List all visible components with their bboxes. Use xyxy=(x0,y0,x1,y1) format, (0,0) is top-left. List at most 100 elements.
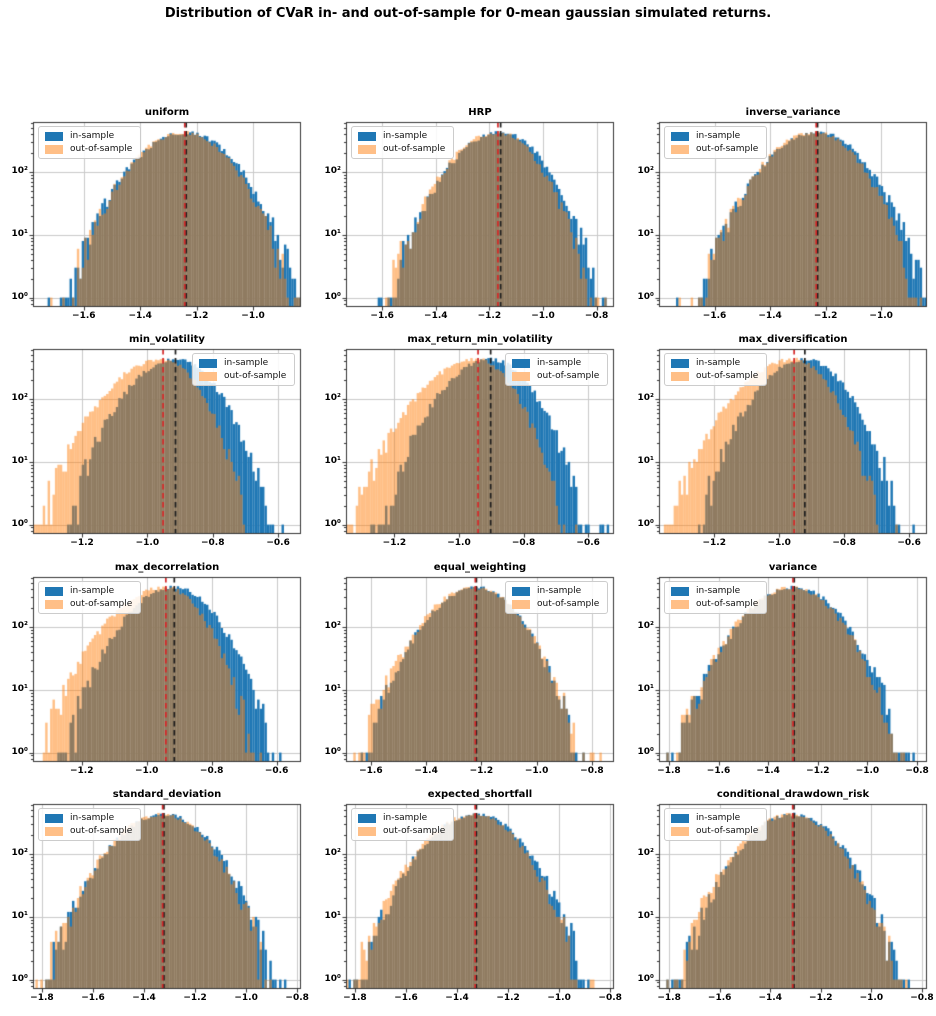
legend-label-out-of-sample: out-of-sample xyxy=(224,371,287,381)
legend-swatch-in-sample xyxy=(45,586,63,596)
legend-swatch-out-of-sample xyxy=(671,599,689,609)
x-tick-label: −0.8 xyxy=(832,538,856,548)
y-tick-label: 10² xyxy=(324,848,341,859)
legend-item-out-of-sample: out-of-sample xyxy=(671,144,758,154)
y-tick-label: 10⁰ xyxy=(637,746,654,757)
legend-item-in-sample: in-sample xyxy=(512,358,599,368)
legend-label-in-sample: in-sample xyxy=(383,813,428,823)
x-tick-label: −0.8 xyxy=(584,311,609,321)
y-tick-label: 10⁰ xyxy=(11,518,28,529)
y-tick-label: 10¹ xyxy=(11,683,28,694)
legend-label-out-of-sample: out-of-sample xyxy=(70,826,133,836)
y-tick-label: 10² xyxy=(324,393,341,404)
x-tick-label: −0.8 xyxy=(905,766,929,776)
x-tick-label: −1.0 xyxy=(447,538,471,548)
x-tick-label: −1.0 xyxy=(869,311,893,321)
x-tick-label: −0.8 xyxy=(511,538,536,548)
x-tick-label: −1.6 xyxy=(81,993,105,1003)
legend-label-in-sample: in-sample xyxy=(70,586,115,596)
x-tick-label: −1.4 xyxy=(128,311,152,321)
axis-title-max_decorrelation: max_decorrelation xyxy=(114,562,220,573)
legend: in-sample out-of-sample xyxy=(505,581,609,614)
legend-item-out-of-sample: out-of-sample xyxy=(358,826,445,836)
y-tick-label: 10² xyxy=(637,393,654,404)
legend-item-out-of-sample: out-of-sample xyxy=(45,826,132,836)
y-tick-label: 10¹ xyxy=(637,455,654,466)
x-tick-label: −1.4 xyxy=(424,311,448,321)
x-tick-label: −1.6 xyxy=(707,993,732,1003)
legend: in-sample out-of-sample xyxy=(192,353,296,386)
x-tick-label: −1.2 xyxy=(70,538,94,548)
x-tick-label: −1.2 xyxy=(813,311,838,321)
legend-item-out-of-sample: out-of-sample xyxy=(45,599,132,609)
x-tick-label: −1.6 xyxy=(702,311,727,321)
x-tick-label: −1.0 xyxy=(855,766,880,776)
legend-swatch-out-of-sample xyxy=(671,144,689,154)
x-tick-label: −1.4 xyxy=(756,766,780,776)
legend-item-out-of-sample: out-of-sample xyxy=(671,371,758,381)
x-tick-label: −1.2 xyxy=(477,311,502,321)
legend-item-in-sample: in-sample xyxy=(45,131,132,141)
legend-label-in-sample: in-sample xyxy=(696,586,741,596)
legend-swatch-in-sample xyxy=(671,358,689,368)
legend-swatch-in-sample xyxy=(512,358,530,368)
x-tick-label: −1.6 xyxy=(359,766,383,776)
axis-title-equal_weighting: equal_weighting xyxy=(433,562,527,573)
x-tick-label: −1.8 xyxy=(657,993,681,1003)
legend-swatch-in-sample xyxy=(45,131,63,141)
legend-item-in-sample: in-sample xyxy=(45,586,132,596)
legend-label-in-sample: in-sample xyxy=(70,131,115,141)
legend-label-out-of-sample: out-of-sample xyxy=(696,144,759,154)
legend-label-in-sample: in-sample xyxy=(383,131,428,141)
y-tick-label: 10¹ xyxy=(637,228,654,239)
legend-swatch-in-sample xyxy=(512,586,530,596)
axis-title-uniform: uniform xyxy=(144,107,190,118)
axis-title-max_return_min_volatility: max_return_min_volatility xyxy=(407,334,553,345)
x-tick-label: −0.8 xyxy=(598,993,622,1003)
figure-title: Distribution of CVaR in- and out-of-samp… xyxy=(164,6,772,21)
legend-swatch-in-sample xyxy=(199,358,217,368)
x-tick-label: −1.8 xyxy=(343,993,367,1003)
x-tick-label: −1.8 xyxy=(30,993,54,1003)
legend-item-in-sample: in-sample xyxy=(358,813,445,823)
y-tick-label: 10² xyxy=(11,166,28,177)
y-tick-label: 10² xyxy=(11,621,28,632)
legend: in-sample out-of-sample xyxy=(351,126,455,159)
x-tick-label: −1.2 xyxy=(469,766,494,776)
x-tick-label: −0.8 xyxy=(199,766,224,776)
x-tick-label: −1.4 xyxy=(414,766,438,776)
x-tick-label: −1.2 xyxy=(809,993,833,1003)
y-tick-label: 10² xyxy=(637,166,654,177)
legend-item-out-of-sample: out-of-sample xyxy=(671,826,758,836)
legend: in-sample out-of-sample xyxy=(38,581,142,614)
axis-title-inverse_variance: inverse_variance xyxy=(745,107,841,118)
x-tick-label: −1.0 xyxy=(531,311,555,321)
x-tick-label: −1.8 xyxy=(657,766,681,776)
legend-label-out-of-sample: out-of-sample xyxy=(696,599,759,609)
x-tick-label: −0.8 xyxy=(910,993,934,1003)
x-tick-label: −1.0 xyxy=(524,766,549,776)
x-tick-label: −1.2 xyxy=(496,993,520,1003)
legend-label-out-of-sample: out-of-sample xyxy=(696,371,759,381)
legend-swatch-out-of-sample xyxy=(45,599,63,609)
y-tick-label: 10¹ xyxy=(324,683,341,694)
y-tick-label: 10⁰ xyxy=(11,291,28,302)
x-tick-label: −1.4 xyxy=(445,993,469,1003)
y-tick-label: 10⁰ xyxy=(637,291,654,302)
y-tick-label: 10⁰ xyxy=(324,973,341,984)
legend-swatch-out-of-sample xyxy=(512,599,530,609)
legend-label-out-of-sample: out-of-sample xyxy=(70,144,133,154)
legend-label-in-sample: in-sample xyxy=(537,586,582,596)
legend-swatch-out-of-sample xyxy=(671,371,689,381)
y-tick-label: 10⁰ xyxy=(324,518,341,529)
legend-label-out-of-sample: out-of-sample xyxy=(537,599,600,609)
legend-swatch-out-of-sample xyxy=(199,371,217,381)
y-tick-label: 10⁰ xyxy=(324,291,341,302)
x-tick-label: −1.0 xyxy=(135,538,160,548)
y-tick-label: 10² xyxy=(637,621,654,632)
x-tick-label: −1.2 xyxy=(806,766,830,776)
legend-swatch-out-of-sample xyxy=(45,826,63,836)
legend-swatch-out-of-sample xyxy=(45,144,63,154)
legend-swatch-in-sample xyxy=(358,131,376,141)
legend: in-sample out-of-sample xyxy=(38,808,142,841)
